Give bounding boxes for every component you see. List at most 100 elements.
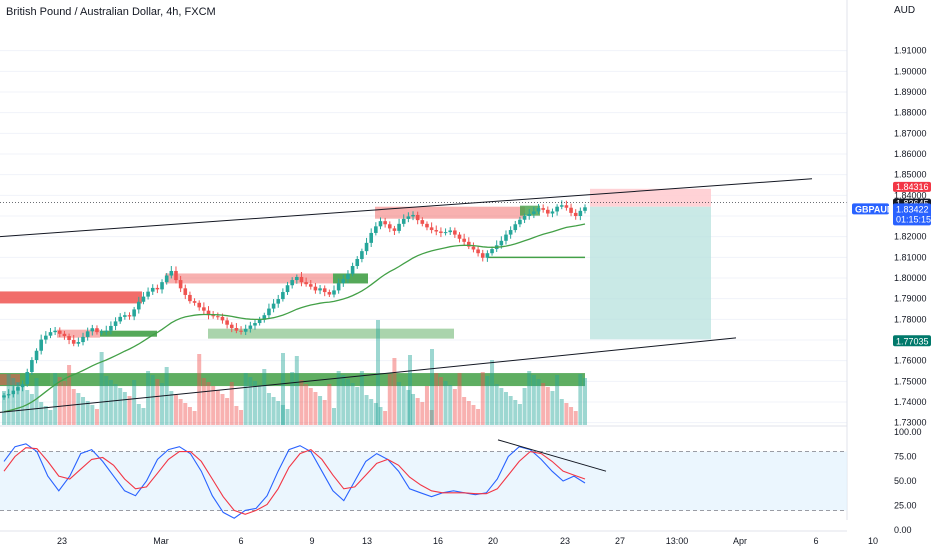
moving-average bbox=[3, 223, 586, 413]
symbol-tag-text: GBPAUD bbox=[855, 204, 894, 214]
candle-body bbox=[564, 205, 569, 208]
volume-bars bbox=[2, 320, 587, 425]
candle-body bbox=[276, 299, 281, 304]
candle-body bbox=[480, 253, 485, 258]
countdown-text: 01:15:15 bbox=[896, 214, 931, 224]
candle-body bbox=[71, 340, 76, 344]
volume-bar bbox=[141, 408, 146, 425]
volume-bar bbox=[187, 407, 192, 425]
y-tick-label: 1.75000 bbox=[894, 376, 927, 386]
volume-bar bbox=[90, 405, 95, 425]
volume-bar bbox=[127, 396, 132, 425]
candle-body bbox=[341, 279, 346, 284]
candle-body bbox=[6, 394, 11, 396]
volume-bar bbox=[308, 388, 313, 425]
candle-body bbox=[81, 336, 85, 343]
x-tick-label: Mar bbox=[153, 536, 169, 546]
volume-bar bbox=[150, 375, 155, 425]
candle-body bbox=[541, 208, 545, 210]
volume-bar bbox=[350, 383, 355, 425]
volume-bar bbox=[113, 384, 118, 425]
volume-bar bbox=[415, 398, 420, 425]
candle-body bbox=[304, 282, 308, 285]
volume-bar bbox=[67, 365, 72, 425]
candle-body bbox=[383, 221, 387, 225]
candle-body bbox=[183, 288, 188, 295]
candle-body bbox=[499, 240, 504, 246]
candle-body bbox=[132, 309, 136, 317]
volume-bar bbox=[545, 387, 550, 425]
candle-body bbox=[76, 342, 81, 344]
candle-body bbox=[336, 283, 341, 291]
volume-bar bbox=[401, 386, 406, 425]
candle-body bbox=[57, 330, 62, 334]
volume-bar bbox=[11, 378, 16, 425]
x-tick-label: 6 bbox=[238, 536, 243, 546]
volume-bar bbox=[76, 393, 81, 425]
candle-body bbox=[443, 232, 448, 234]
candle-body bbox=[513, 224, 518, 231]
candle-body bbox=[146, 291, 150, 297]
time-axis: 23 Mar 6 9 13 16 20 23 27 13:00 Apr 6 10 bbox=[0, 530, 878, 546]
candle-body bbox=[308, 284, 313, 287]
candle-body bbox=[164, 275, 169, 283]
y-tick-label: 1.91000 bbox=[894, 46, 927, 56]
volume-bar bbox=[443, 381, 448, 425]
candle-body bbox=[578, 210, 583, 216]
volume-bar bbox=[132, 380, 137, 425]
stoch-tick-label: 100.00 bbox=[894, 427, 922, 437]
candle-body bbox=[141, 296, 146, 302]
volume-bar bbox=[25, 390, 30, 425]
candle-body bbox=[327, 292, 332, 295]
candle-body bbox=[555, 206, 559, 212]
candle-body bbox=[90, 328, 95, 332]
ask-tag-text: 1.84316 bbox=[896, 182, 929, 192]
candle-body bbox=[44, 335, 48, 340]
volume-bar bbox=[299, 380, 304, 425]
volume-bar bbox=[239, 410, 244, 425]
volume-bar bbox=[522, 388, 527, 425]
candle-body bbox=[30, 360, 34, 373]
volume-bar bbox=[136, 404, 141, 425]
volume-bar bbox=[262, 369, 267, 425]
supply-zone bbox=[0, 374, 20, 386]
volume-bar bbox=[20, 386, 25, 425]
candle-body bbox=[16, 387, 20, 391]
candle-body bbox=[457, 234, 462, 239]
candle-body bbox=[169, 270, 174, 276]
volume-bar bbox=[503, 392, 508, 425]
candle-body bbox=[476, 249, 480, 254]
candle-body bbox=[322, 288, 327, 293]
candle-body bbox=[374, 226, 378, 233]
candle-body bbox=[364, 242, 369, 252]
candle-body bbox=[206, 310, 211, 316]
candle-body bbox=[67, 336, 71, 340]
volume-bar bbox=[178, 399, 183, 425]
volume-bar bbox=[39, 402, 44, 425]
volume-bar bbox=[583, 378, 587, 425]
price-zones bbox=[0, 188, 711, 387]
volume-bar bbox=[211, 386, 216, 425]
demand-zone bbox=[208, 328, 454, 339]
candle-body bbox=[25, 372, 30, 385]
candle-body bbox=[62, 333, 67, 337]
candle-body bbox=[285, 285, 290, 293]
candle-body bbox=[257, 319, 262, 324]
candle-body bbox=[95, 328, 99, 333]
volume-bar bbox=[480, 372, 485, 425]
candle-body bbox=[192, 301, 197, 303]
volume-bar bbox=[411, 394, 416, 425]
volume-bar bbox=[304, 384, 309, 425]
candle-body bbox=[420, 220, 425, 224]
grid bbox=[0, 50, 847, 424]
candle-body bbox=[48, 332, 53, 336]
volume-bar bbox=[34, 378, 39, 425]
volume-bar bbox=[355, 387, 360, 425]
volume-bar bbox=[220, 394, 225, 425]
candle-body bbox=[550, 211, 555, 214]
volume-bar bbox=[294, 356, 299, 425]
stoch-band bbox=[0, 451, 847, 511]
demand-zone bbox=[100, 330, 157, 337]
demand-zone bbox=[333, 273, 368, 284]
